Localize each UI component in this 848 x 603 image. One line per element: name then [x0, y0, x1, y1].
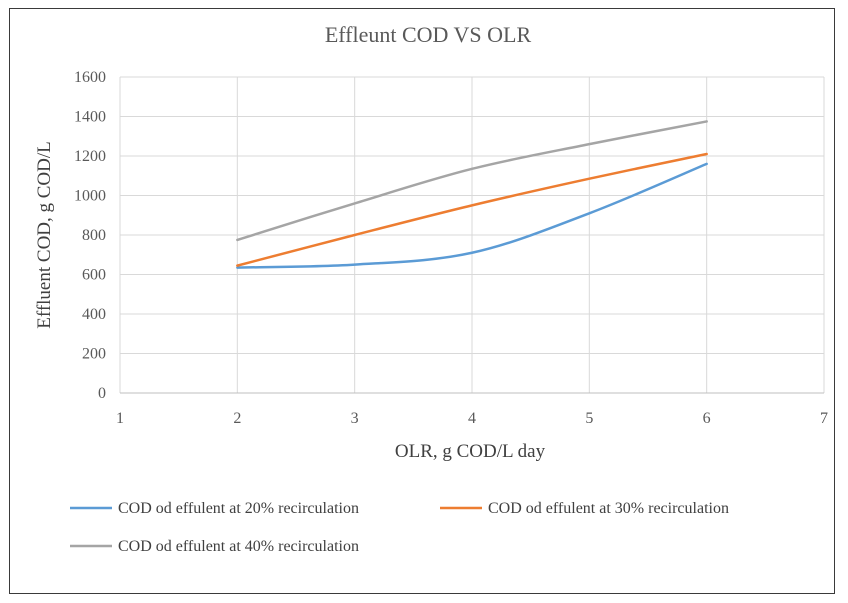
chart-title: Effleunt COD VS OLR: [325, 22, 532, 47]
legend-label: COD od effulent at 20% recirculation: [118, 500, 359, 517]
y-tick-label: 1600: [74, 69, 106, 86]
series-lines: [236, 120, 708, 269]
y-tick-label: 1000: [74, 188, 106, 205]
x-tick-label: 5: [585, 410, 593, 427]
series-line-1: [236, 162, 708, 269]
x-tick-label: 1: [116, 410, 124, 427]
legend: COD od effulent at 20% recirculation COD …: [70, 500, 729, 555]
x-tick-label: 6: [703, 410, 711, 427]
legend-item-3: COD od effulent at 40% recirculation: [70, 538, 359, 555]
y-tick-label: 1200: [74, 148, 106, 165]
x-tick-label: 2: [233, 410, 241, 427]
chart-frame: [9, 8, 835, 594]
x-axis-label: OLR, g COD/L day: [395, 441, 546, 462]
series-line-3: [236, 120, 708, 242]
y-tick-label: 800: [82, 227, 106, 244]
legend-label: COD od effulent at 30% recirculation: [488, 500, 729, 517]
legend-item-1: COD od effulent at 20% recirculation: [70, 500, 359, 517]
y-axis-label: Effluent COD, g COD/L: [34, 141, 55, 329]
y-tick-label: 0: [98, 385, 106, 402]
legend-label: COD od effulent at 40% recirculation: [118, 538, 359, 555]
x-tick-label: 3: [351, 410, 359, 427]
y-tick-label: 1400: [74, 109, 106, 126]
series-line-2: [236, 152, 708, 267]
y-tick-label: 400: [82, 306, 106, 323]
x-tick-label: 4: [468, 410, 476, 427]
y-tick-label: 200: [82, 346, 106, 363]
legend-item-2: COD od effulent at 30% recirculation: [440, 500, 729, 517]
horizontal-gridlines: [120, 76, 824, 354]
y-tick-labels: 0 200 400 600 800 1000 1200 1400 1600: [74, 69, 106, 402]
x-tick-label: 7: [820, 410, 828, 427]
x-tick-labels: 1 2 3 4 5 6 7: [116, 410, 828, 427]
y-tick-label: 600: [82, 267, 106, 284]
